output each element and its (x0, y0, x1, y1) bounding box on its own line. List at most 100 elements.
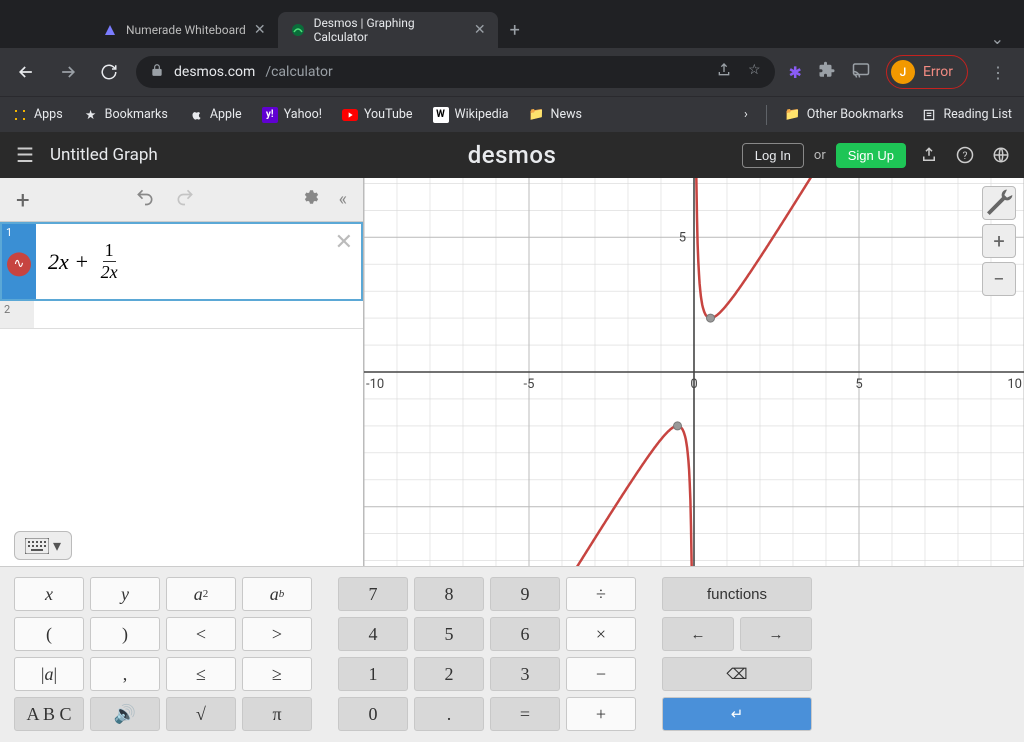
key[interactable]: ( (14, 617, 84, 651)
share-icon[interactable] (916, 142, 942, 168)
zoom-out-button[interactable]: − (982, 262, 1016, 296)
other-bookmarks[interactable]: 📁Other Bookmarks (785, 107, 904, 123)
graph-area[interactable]: -10-505105 + − (364, 178, 1024, 566)
new-tab-button[interactable]: + (498, 12, 532, 48)
bookmark-label: YouTube (364, 107, 413, 122)
share-icon[interactable] (716, 62, 732, 82)
key[interactable]: 3 (490, 657, 560, 691)
arrow-right-key[interactable]: → (740, 617, 812, 651)
chevron-down-icon: ▾ (53, 536, 61, 555)
wrench-icon[interactable] (982, 186, 1016, 220)
tab-desmos[interactable]: Desmos | Graphing Calculator ✕ (278, 12, 498, 48)
key[interactable]: ≤ (166, 657, 236, 691)
row-index-label: 2 (4, 303, 10, 316)
enter-key[interactable]: ↵ (662, 697, 812, 731)
reload-button[interactable] (96, 59, 122, 85)
key[interactable]: 8 (414, 577, 484, 611)
reading-list[interactable]: Reading List (921, 107, 1012, 123)
tab-numerade[interactable]: Numerade Whiteboard ✕ (90, 12, 278, 48)
graph-title[interactable]: Untitled Graph (50, 145, 158, 165)
bookmark-label: Reading List (943, 107, 1012, 122)
key[interactable]: 7 (338, 577, 408, 611)
extensions-puzzle-icon[interactable] (818, 61, 836, 83)
login-button[interactable]: Log In (742, 143, 804, 168)
key[interactable]: 2 (414, 657, 484, 691)
key[interactable]: ab (242, 577, 312, 611)
key[interactable]: 5 (414, 617, 484, 651)
language-icon[interactable] (988, 142, 1014, 168)
key[interactable]: 1 (338, 657, 408, 691)
forward-button[interactable] (54, 58, 82, 86)
extension-icon[interactable]: ✱ (789, 63, 802, 82)
bookmark-item[interactable]: ★Bookmarks (83, 107, 168, 123)
star-icon[interactable]: ☆ (748, 62, 761, 82)
key[interactable]: − (566, 657, 636, 691)
key[interactable]: 0 (338, 697, 408, 731)
key[interactable]: 6 (490, 617, 560, 651)
cast-icon[interactable] (852, 61, 870, 83)
address-bar[interactable]: desmos.com/calculator ☆ (136, 56, 775, 88)
profile-error-pill[interactable]: J Error (886, 55, 968, 89)
tab-title: Numerade Whiteboard (126, 23, 246, 37)
key[interactable]: ≥ (242, 657, 312, 691)
key[interactable]: √ (166, 697, 236, 731)
help-icon[interactable]: ? (952, 142, 978, 168)
signup-button[interactable]: Sign Up (836, 143, 906, 168)
chevron-right-icon[interactable]: › (744, 107, 748, 122)
key[interactable]: 9 (490, 577, 560, 611)
zoom-in-button[interactable]: + (982, 224, 1016, 258)
undo-button[interactable] (129, 187, 161, 212)
arrow-left-key[interactable]: ← (662, 617, 734, 651)
folder-icon: 📁 (785, 107, 801, 123)
key[interactable]: π (242, 697, 312, 731)
key[interactable]: , (90, 657, 160, 691)
close-icon[interactable]: ✕ (254, 22, 266, 38)
expression-input[interactable] (34, 301, 363, 333)
key[interactable]: < (166, 617, 236, 651)
apps-button[interactable]: Apps (12, 107, 63, 123)
bookmark-item[interactable]: Apple (188, 107, 242, 123)
menu-dots-icon[interactable]: ⋮ (984, 63, 1012, 82)
redo-button[interactable] (169, 187, 201, 212)
backspace-key[interactable]: ⌫ (662, 657, 812, 691)
bookmark-item[interactable]: y!Yahoo! (262, 107, 322, 123)
bookmark-item[interactable]: YouTube (342, 107, 413, 123)
url-path: /calculator (265, 64, 332, 80)
add-expression-button[interactable]: + (10, 186, 36, 214)
key[interactable]: ) (90, 617, 160, 651)
key[interactable]: |a| (14, 657, 84, 691)
key[interactable]: > (242, 617, 312, 651)
expression-row[interactable]: 1 2x + 12x ✕ (0, 222, 363, 301)
expression-color-icon[interactable] (7, 252, 31, 276)
chevron-down-icon[interactable]: ⌄ (991, 29, 1004, 48)
keyboard-icon (25, 538, 49, 554)
key[interactable]: a2 (166, 577, 236, 611)
expression-index[interactable]: 1 (2, 224, 36, 299)
key[interactable]: = (490, 697, 560, 731)
graph-canvas[interactable]: -10-505105 (364, 178, 1024, 566)
bookmark-label: Yahoo! (284, 107, 322, 122)
bookmark-item[interactable]: WWikipedia (433, 107, 509, 123)
collapse-panel-icon[interactable]: « (333, 189, 353, 210)
key[interactable]: . (414, 697, 484, 731)
key[interactable]: × (566, 617, 636, 651)
back-button[interactable] (12, 58, 40, 86)
key[interactable]: 🔊 (90, 697, 160, 731)
expression-row[interactable]: 2 (0, 301, 363, 329)
key[interactable]: ÷ (566, 577, 636, 611)
key[interactable]: + (566, 697, 636, 731)
delete-expression-icon[interactable]: ✕ (335, 230, 353, 255)
hamburger-icon[interactable]: ☰ (10, 137, 40, 173)
expression-index[interactable]: 2 (0, 301, 34, 328)
key[interactable]: x (14, 577, 84, 611)
expression-input[interactable]: 2x + 12x (36, 224, 361, 299)
keyboard-toggle[interactable]: ▾ (14, 531, 72, 560)
bookmark-item[interactable]: 📁News (529, 107, 582, 123)
apple-icon (188, 107, 204, 123)
gear-icon[interactable] (295, 188, 325, 211)
key[interactable]: A B C (14, 697, 84, 731)
close-icon[interactable]: ✕ (474, 22, 486, 38)
functions-key[interactable]: functions (662, 577, 812, 611)
key[interactable]: 4 (338, 617, 408, 651)
key[interactable]: y (90, 577, 160, 611)
